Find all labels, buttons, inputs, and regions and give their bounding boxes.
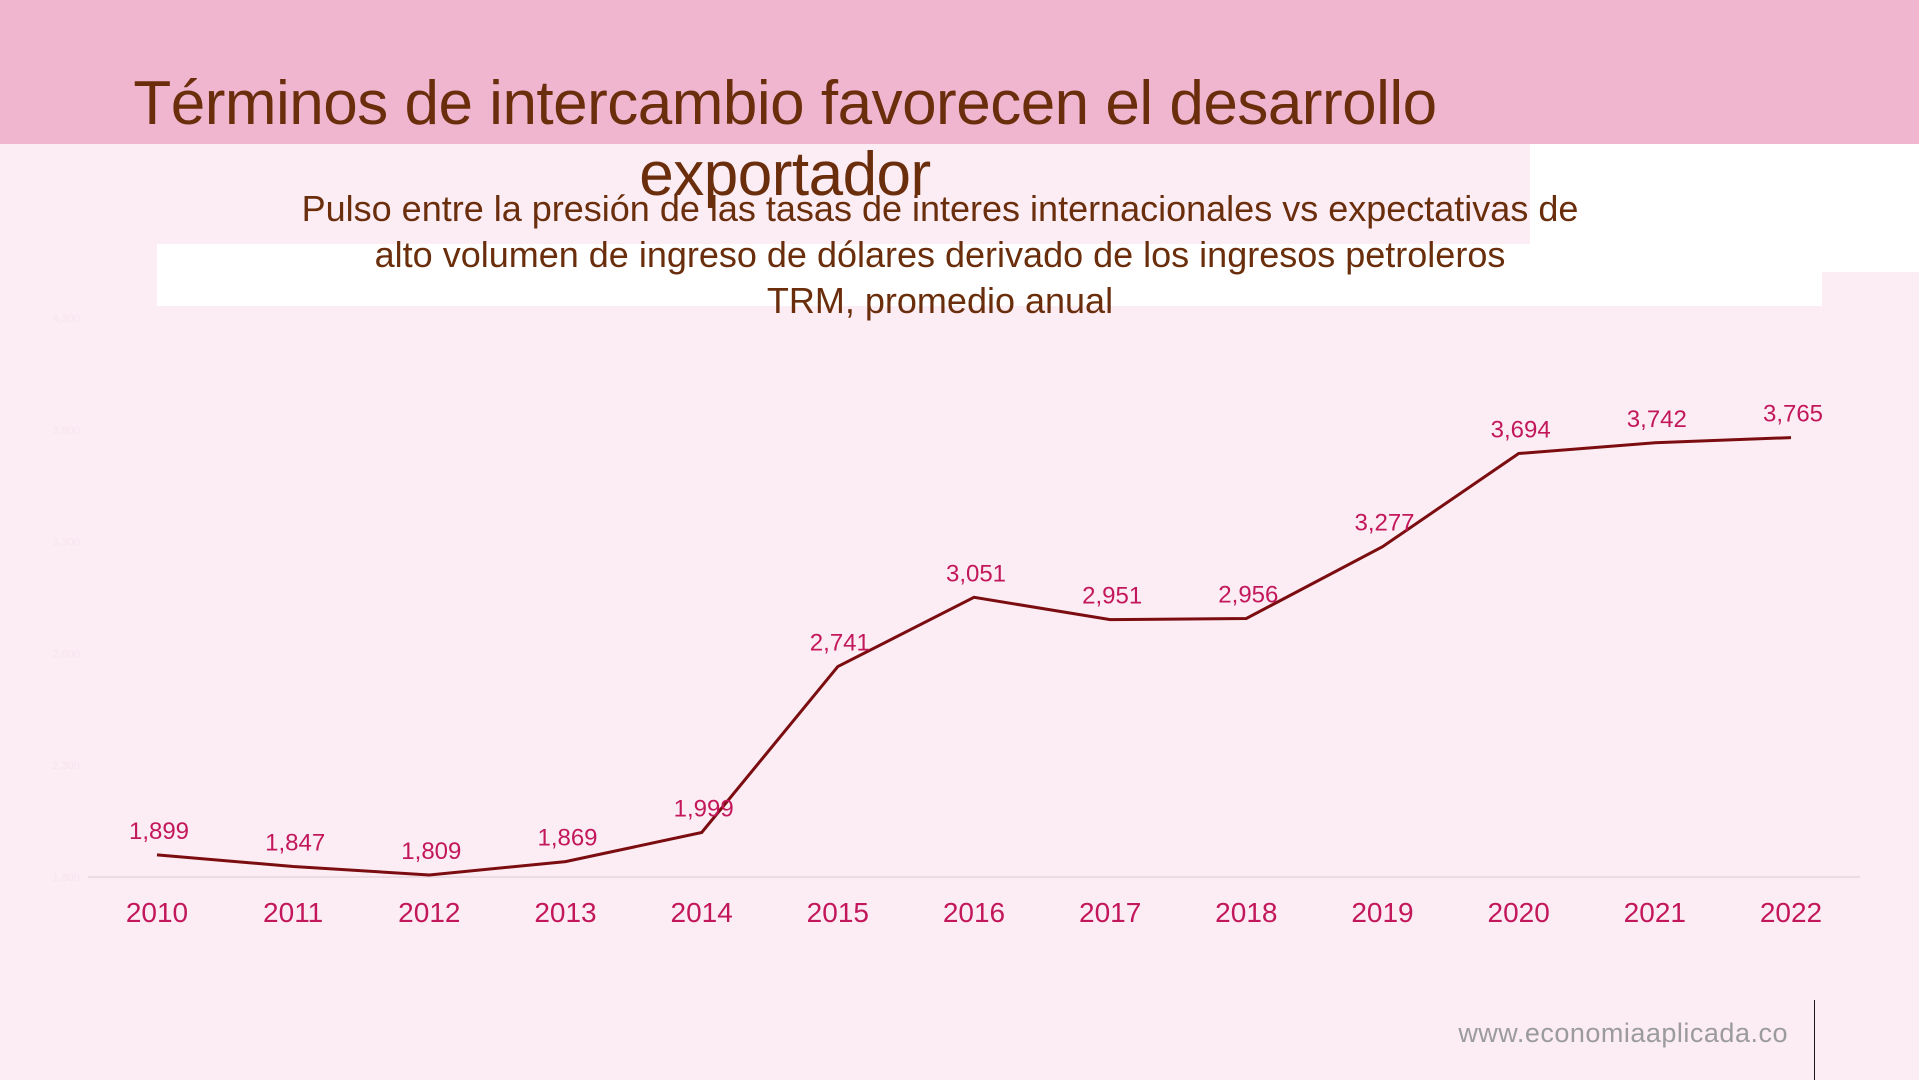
data-label: 1,899 — [129, 818, 189, 845]
y-tick-label: 1,800 — [52, 872, 80, 884]
page-title: Términos de intercambio favorecen el des… — [133, 69, 1437, 209]
data-label: 2,956 — [1218, 582, 1278, 609]
x-tick-label: 2012 — [398, 897, 460, 928]
y-tick-label: 3,800 — [52, 425, 80, 437]
data-label: 3,742 — [1627, 406, 1687, 433]
data-label: 1,999 — [674, 796, 734, 823]
data-label: 3,765 — [1763, 401, 1823, 428]
x-tick-label: 2013 — [534, 897, 596, 928]
chart-title: Pulso entre la presión de las tasas de i… — [180, 186, 1700, 324]
data-label: 3,051 — [946, 560, 1006, 587]
white-panel-title — [157, 244, 1822, 306]
data-label: 1,869 — [537, 825, 597, 852]
x-tick-label: 2022 — [1760, 897, 1822, 928]
x-tick-label: 2020 — [1488, 897, 1550, 928]
x-tick-label: 2014 — [671, 897, 733, 928]
data-label: 1,847 — [265, 829, 325, 856]
trm-series-line — [156, 436, 1792, 877]
y-tick-label: 3,300 — [52, 537, 80, 549]
y-tick-label: 4,300 — [52, 313, 80, 325]
header-banner: Términos de intercambio favorecen el des… — [0, 0, 1919, 209]
y-tick-label: 2,300 — [52, 760, 80, 772]
x-tick-label: 2011 — [263, 897, 323, 928]
x-tick-label: 2017 — [1079, 897, 1141, 928]
corner-divider — [1814, 1000, 1815, 1080]
x-tick-label: 2021 — [1624, 897, 1686, 928]
data-label: 3,277 — [1354, 510, 1414, 537]
chart-title-line-1: Pulso entre la presión de las tasas de i… — [301, 188, 1579, 229]
data-label: 3,694 — [1491, 417, 1551, 444]
chart-title-line-3: TRM, promedio anual — [766, 280, 1114, 321]
y-tick-label: 2,800 — [52, 648, 80, 660]
x-tick-label: 2010 — [126, 897, 188, 928]
data-label: 2,741 — [810, 630, 870, 657]
source-url[interactable]: www.economiaaplicada.co — [1458, 1018, 1788, 1048]
x-tick-label: 2015 — [807, 897, 869, 928]
chart-title-line-2: alto volumen de ingreso de dólares deriv… — [374, 234, 1506, 275]
x-tick-label: 2018 — [1215, 897, 1277, 928]
data-label: 1,809 — [401, 838, 461, 865]
x-tick-label: 2019 — [1351, 897, 1413, 928]
data-label: 2,951 — [1082, 583, 1142, 610]
x-tick-label: 2016 — [943, 897, 1005, 928]
